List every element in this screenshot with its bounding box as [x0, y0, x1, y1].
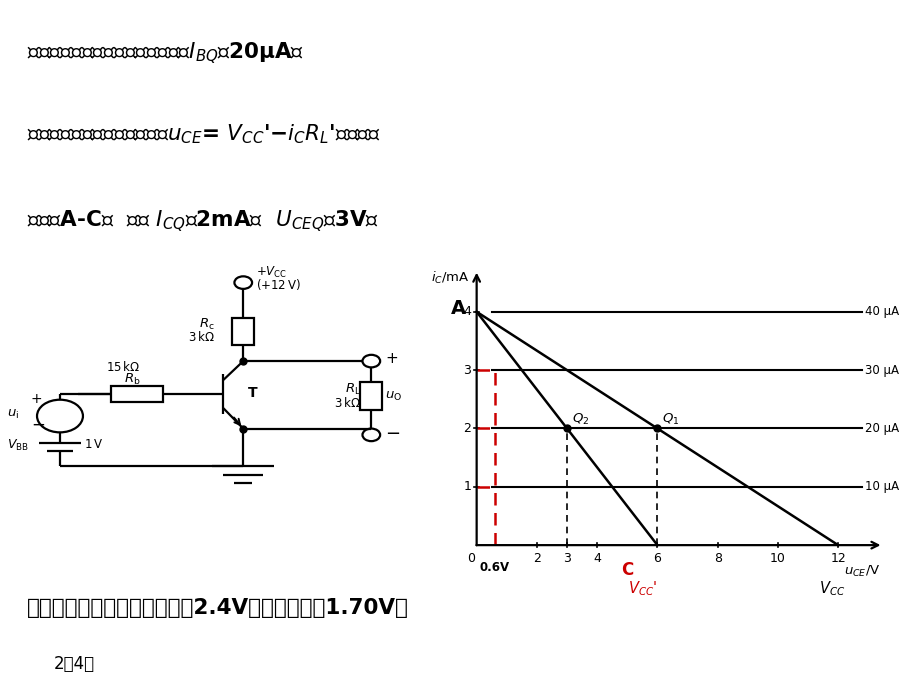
Text: 带载时：根据电路的输入回路得到$I_{BQ}$＝20μA，: 带载时：根据电路的输入回路得到$I_{BQ}$＝20μA， [28, 40, 304, 66]
Text: 根据电路的输出回路电压方程$u_{CE}$= $V_{CC}$'−$i_C$$R_L$'画出输出: 根据电路的输出回路电压方程$u_{CE}$= $V_{CC}$'−$i_C$$R… [28, 123, 380, 146]
Text: 2－4－: 2－4－ [53, 655, 95, 673]
Text: 4: 4 [593, 552, 600, 565]
Text: 负载线A-C，  确定 $I_{CQ}$＝2mA，  $U_{CEQ}$＝3V；: 负载线A-C， 确定 $I_{CQ}$＝2mA， $U_{CEQ}$＝3V； [28, 208, 379, 234]
Text: $V_{CC}$': $V_{CC}$' [627, 579, 656, 598]
Text: T: T [247, 386, 257, 400]
Text: $1\,\mathrm{V}$: $1\,\mathrm{V}$ [85, 437, 104, 451]
Text: 20 μA: 20 μA [865, 422, 899, 435]
Text: $3\,\mathrm{k\Omega}$: $3\,\mathrm{k\Omega}$ [187, 330, 215, 344]
Text: 2: 2 [532, 552, 540, 565]
Text: $15\,\mathrm{k\Omega}$: $15\,\mathrm{k\Omega}$ [107, 359, 141, 373]
Text: 10: 10 [769, 552, 785, 565]
Text: $+$: $+$ [30, 392, 42, 406]
Text: $(+12\,\mathrm{V})$: $(+12\,\mathrm{V})$ [256, 277, 301, 292]
Text: $3\,\mathrm{k\Omega}$: $3\,\mathrm{k\Omega}$ [334, 396, 360, 411]
Text: 4: 4 [463, 305, 471, 318]
Bar [110, 386, 163, 402]
Text: $+V_{\mathrm{CC}}$: $+V_{\mathrm{CC}}$ [256, 266, 287, 280]
Text: $u_{\mathrm{O}}$: $u_{\mathrm{O}}$ [384, 390, 402, 403]
Text: 3: 3 [463, 364, 471, 377]
Text: 3: 3 [562, 552, 571, 565]
Text: $+$: $+$ [384, 351, 397, 366]
Text: 30 μA: 30 μA [865, 364, 898, 377]
Text: $i_C$/mA: $i_C$/mA [431, 270, 470, 286]
Text: 0: 0 [467, 552, 475, 565]
Text: $-$: $-$ [31, 415, 45, 433]
Text: $R_{\mathrm{L}}$: $R_{\mathrm{L}}$ [345, 382, 360, 397]
Text: C: C [620, 562, 632, 580]
Text: 10 μA: 10 μA [865, 480, 899, 493]
Text: 2: 2 [463, 422, 471, 435]
Text: 12: 12 [829, 552, 845, 565]
Text: $R_{\mathrm{b}}$: $R_{\mathrm{b}}$ [124, 371, 141, 386]
Text: 最大不失真输出电压幅値约为2.4V，有效値约为1.70V。: 最大不失真输出电压幅値约为2.4V，有效値约为1.70V。 [28, 598, 409, 618]
Text: $u_{\mathrm{i}}$: $u_{\mathrm{i}}$ [7, 408, 19, 421]
Text: $V_{\mathrm{BB}}$: $V_{\mathrm{BB}}$ [7, 438, 28, 453]
Text: $Q_1$: $Q_1$ [661, 412, 678, 426]
Text: 8: 8 [713, 552, 720, 565]
Text: $Q_2$: $Q_2$ [571, 412, 588, 426]
Bar [232, 318, 254, 346]
Text: 0.6V: 0.6V [479, 562, 509, 575]
Text: $V_{CC}$: $V_{CC}$ [818, 579, 845, 598]
Text: $u_{CE}$/V: $u_{CE}$/V [843, 564, 879, 579]
Bar [360, 382, 382, 410]
Text: $-$: $-$ [384, 423, 399, 441]
Text: 40 μA: 40 μA [865, 305, 899, 318]
Text: $R_{\mathrm{c}}$: $R_{\mathrm{c}}$ [199, 317, 214, 332]
Text: A: A [450, 299, 466, 318]
Text: 6: 6 [652, 552, 661, 565]
Text: 1: 1 [463, 480, 471, 493]
